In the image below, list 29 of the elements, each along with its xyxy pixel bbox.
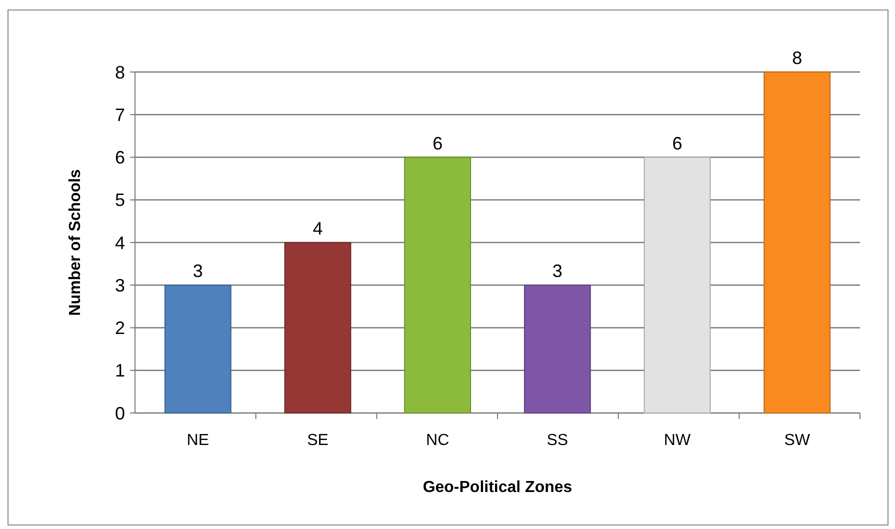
data-label: 6 — [432, 133, 443, 154]
y-tick-label: 7 — [114, 104, 125, 125]
bar — [524, 284, 591, 414]
x-tick-label: NC — [426, 432, 450, 449]
bar — [404, 156, 472, 414]
x-tick-label: SE — [307, 432, 328, 449]
data-label: 3 — [552, 261, 562, 282]
y-axis-title: Number of Schools — [67, 169, 84, 316]
bar — [644, 156, 711, 414]
bar — [164, 284, 232, 414]
y-tick-label: 6 — [114, 148, 125, 168]
data-label: 4 — [312, 218, 323, 238]
y-tick-label: 1 — [114, 360, 125, 381]
y-tick-label: 4 — [114, 232, 125, 253]
data-label: 8 — [792, 48, 802, 68]
y-tick-label: 8 — [114, 62, 125, 82]
data-label: 3 — [192, 261, 203, 282]
y-tick-label: 0 — [114, 403, 125, 424]
y-tick-label: 2 — [114, 318, 125, 338]
x-axis-title: Geo-Political Zones — [422, 479, 572, 496]
x-tick-label: NW — [664, 432, 692, 449]
data-label: 6 — [672, 133, 682, 154]
x-tick-label: SW — [784, 432, 811, 449]
y-tick-label: 5 — [114, 190, 125, 210]
x-tick-label: SS — [546, 432, 568, 449]
y-tick-label: 3 — [114, 275, 125, 296]
x-tick-label: NE — [186, 432, 210, 449]
bar — [284, 242, 352, 414]
bar — [764, 72, 831, 414]
